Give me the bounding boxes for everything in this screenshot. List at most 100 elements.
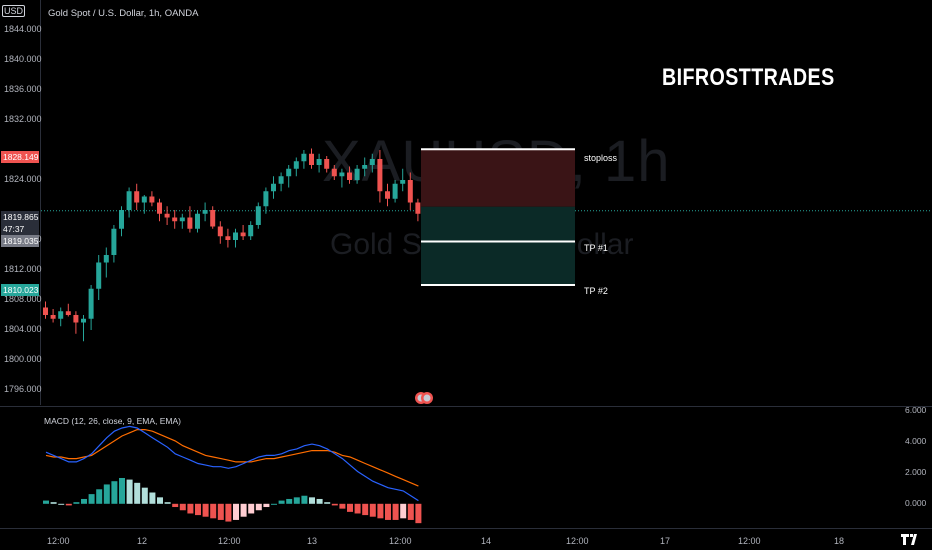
event-flag-icon [415, 392, 433, 404]
price-axis[interactable] [0, 0, 41, 405]
macd-histogram-bar [324, 502, 331, 504]
candle-body [415, 202, 421, 214]
macd-histogram-bar [369, 503, 376, 517]
time-tick: 12:00 [738, 536, 761, 546]
macd-histogram-bar [103, 484, 110, 504]
time-tick: 12:00 [218, 536, 241, 546]
macd-line [45, 425, 419, 502]
macd-histogram-bar [400, 503, 407, 519]
time-tick: 18 [834, 536, 845, 546]
candle-body [400, 180, 406, 184]
macd-histogram-bar [278, 500, 285, 504]
candle-body [126, 191, 132, 210]
macd-histogram-bar [96, 489, 103, 504]
macd-histogram-bar [141, 487, 148, 504]
price-tick: 1844.000 [4, 24, 42, 34]
macd-histogram-bar [50, 502, 57, 504]
countdown-badge: 47:37 [1, 223, 39, 235]
macd-histogram-bar [392, 503, 399, 520]
candle-body [50, 315, 56, 319]
macd-histogram-bar [347, 503, 353, 512]
price-tick: 1812.000 [4, 264, 42, 274]
candle-body [225, 236, 231, 240]
candle-body [65, 311, 71, 315]
candle-body [172, 217, 178, 222]
macd-panel[interactable] [0, 406, 932, 529]
macd-histogram-bar [210, 503, 217, 519]
macd-tick: 0.000 [905, 498, 927, 508]
current-price-badge: 1819.865 [1, 211, 39, 223]
candle-body [278, 176, 284, 184]
macd-histogram-bar [354, 503, 361, 514]
time-tick: 13 [307, 536, 318, 546]
macd-tick: 2.000 [905, 467, 927, 477]
candle-body [217, 226, 223, 237]
tradingview-logo-icon[interactable] [900, 532, 924, 546]
candle-body [73, 315, 79, 323]
candle-body [354, 168, 360, 180]
macd-histogram-bar [316, 498, 323, 504]
macd-histogram-bar [225, 503, 232, 522]
macd-histogram-bar [187, 503, 194, 514]
macd-histogram-bar [149, 492, 156, 504]
candle-body [210, 210, 216, 227]
candle-body [195, 213, 200, 229]
candle-body [271, 183, 276, 192]
candle-body [81, 318, 86, 323]
macd-histogram-bar [385, 503, 391, 520]
price-tick: 1796.000 [4, 384, 42, 394]
price-tick: 1808.000 [4, 294, 42, 304]
macd-histogram-bar [111, 481, 118, 504]
macd-histogram-bar [293, 497, 300, 504]
time-tick: 14 [481, 536, 492, 546]
macd-histogram-bar [331, 503, 338, 506]
macd-histogram-bar [202, 503, 209, 517]
price-tick: 1800.000 [4, 354, 42, 364]
macd-histogram-bar [415, 503, 422, 524]
macd-signal-line [45, 429, 419, 487]
currency-badge[interactable]: USD [2, 5, 26, 17]
candle-body [179, 217, 185, 222]
time-tick: 12 [137, 536, 148, 546]
candle-body [331, 168, 337, 177]
candle-body [202, 210, 208, 214]
candle-body [286, 168, 292, 177]
macd-chart[interactable] [41, 407, 901, 528]
candle-body [385, 191, 390, 199]
tp1-label: TP #1 [584, 243, 608, 253]
macd-histogram-bar [126, 479, 133, 504]
candle-body [392, 183, 398, 199]
time-tick: 12:00 [47, 536, 70, 546]
macd-histogram-bar [58, 503, 65, 505]
stoploss-label: stoploss [584, 153, 618, 163]
candle-body [377, 159, 383, 192]
macd-histogram-bar [248, 503, 255, 514]
candle-body [324, 159, 330, 169]
macd-histogram-bar [164, 502, 171, 504]
macd-histogram-bar [377, 503, 384, 519]
macd-histogram-bar [217, 503, 224, 520]
macd-histogram-bar [172, 503, 179, 508]
candle-body [362, 165, 368, 169]
macd-histogram-bar [88, 494, 95, 504]
time-tick: 17 [660, 536, 671, 546]
macd-histogram-bar [179, 503, 186, 511]
candle-body [111, 228, 117, 255]
macd-title[interactable]: MACD (12, 26, close, 9, EMA, EMA) [44, 416, 181, 426]
candle-body [255, 206, 261, 225]
macd-histogram-bar [43, 500, 49, 504]
candle-body [240, 232, 246, 237]
time-tick: 12:00 [389, 536, 412, 546]
candle-body [187, 217, 193, 229]
target-zone [421, 206, 575, 285]
macd-histogram-bar [157, 497, 163, 504]
macd-histogram-bar [339, 503, 346, 509]
symbol-title[interactable]: Gold Spot / U.S. Dollar, 1h, OANDA [48, 8, 199, 19]
price-chart[interactable] [41, 0, 932, 405]
candle-body [164, 213, 170, 218]
macd-tick: 6.000 [905, 405, 927, 415]
candle-body [347, 172, 352, 180]
candle-body [301, 153, 307, 162]
candle-body [58, 311, 64, 319]
candle-body [339, 172, 345, 177]
